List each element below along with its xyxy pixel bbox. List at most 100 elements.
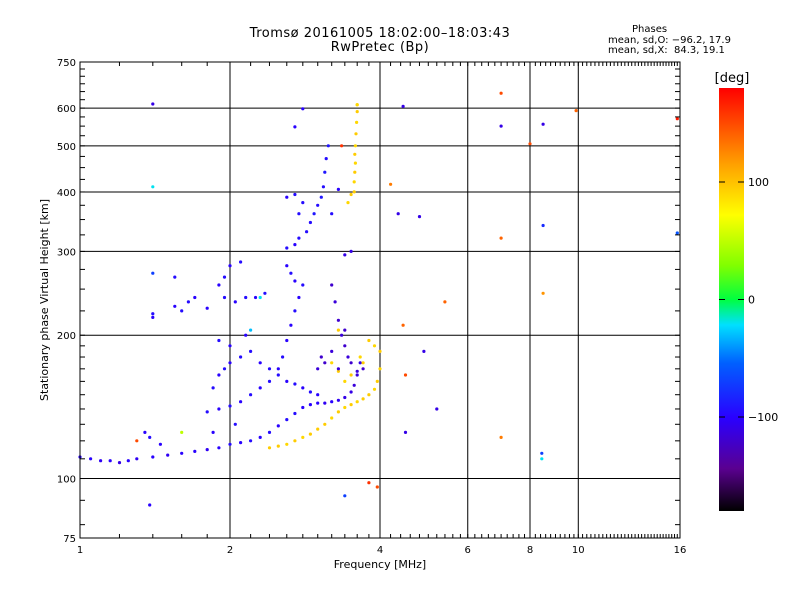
data-point [499,236,503,240]
data-point [193,295,197,300]
data-point [293,439,297,443]
data-point [343,379,347,383]
data-point [319,195,323,199]
data-point [336,367,340,371]
colorbar-ticks: 100 0 −100 [719,176,778,424]
data-point [343,253,347,257]
data-point [151,312,155,316]
y-tick-label: 500 [57,142,76,153]
y-axis-label: Stationary phase Virtual Height [km] [38,199,51,401]
data-point [148,503,152,507]
data-point [346,201,350,205]
data-point [228,264,232,268]
data-point [321,185,325,189]
plot-subtitle: RwPretec (Bp) [330,40,430,55]
colorbar-tick-label: 0 [748,294,755,307]
data-point [349,249,353,253]
data-point [316,401,320,405]
data-point [211,386,215,390]
data-point [239,260,243,264]
y-tick-label: 600 [57,104,76,115]
grid-lines [80,62,680,538]
data-point [151,315,155,319]
data-point [228,344,232,348]
data-point [422,349,426,353]
data-point [180,451,184,455]
data-point [403,430,408,434]
data-point [217,407,221,411]
data-point [143,430,147,434]
data-point [675,117,679,121]
x-tick-label: 8 [527,545,533,556]
data-point [361,367,365,371]
data-point [336,369,340,373]
x-tick-label: 2 [227,545,233,556]
data-point [389,182,393,186]
data-point [336,398,340,402]
data-point [253,295,258,300]
data-point [316,427,320,431]
data-point [249,349,253,353]
data-point [349,192,353,197]
data-point [108,459,112,463]
data-point [217,283,221,287]
data-point [289,323,293,327]
data-point [285,379,289,383]
data-point [355,369,359,373]
data-point [358,355,362,359]
data-point [217,373,221,377]
data-point [135,439,139,443]
data-point [343,344,347,348]
data-point [267,379,272,383]
data-point [233,300,237,304]
data-point [297,212,301,216]
data-point [244,333,248,337]
data-point [499,435,503,439]
data-point [324,157,328,161]
data-point [293,192,297,197]
x-axis-label: Frequency [MHz] [334,558,426,571]
data-point [330,349,334,353]
data-point [173,275,177,279]
data-point [355,110,359,114]
data-point [367,481,371,485]
data-point [205,306,209,310]
plot-title: Tromsø 20161005 18:02:00–18:03:43 [249,26,511,41]
data-point [574,109,578,113]
data-point [158,442,162,446]
data-point [249,328,253,332]
data-point [336,410,340,414]
data-point [417,215,422,219]
y-tick-label: 750 [57,58,76,69]
data-point [499,91,503,95]
x-tick-label: 6 [465,545,471,556]
colorbar-tick-label: 100 [748,176,769,189]
data-point [222,295,227,300]
data-point [319,355,323,359]
data-point [401,104,405,108]
data-point [293,279,297,283]
data-point [358,361,362,365]
data-point [323,361,327,365]
data-point [151,455,155,459]
data-point [126,459,130,463]
data-point [305,230,309,234]
data-point [355,373,359,377]
y-tick-label: 75 [63,534,76,545]
data-point [330,283,334,287]
data-point [285,418,289,422]
data-point [293,309,297,313]
data-point [340,144,344,148]
phases-heading: Phases [632,24,668,35]
data-point [276,444,280,448]
data-point [355,400,359,404]
data-point [401,323,405,327]
data-point [340,333,344,337]
data-point [301,201,305,205]
data-point [333,300,337,304]
data-point [372,387,377,391]
data-point [343,395,347,400]
data-point [343,494,347,498]
data-point [258,295,262,300]
